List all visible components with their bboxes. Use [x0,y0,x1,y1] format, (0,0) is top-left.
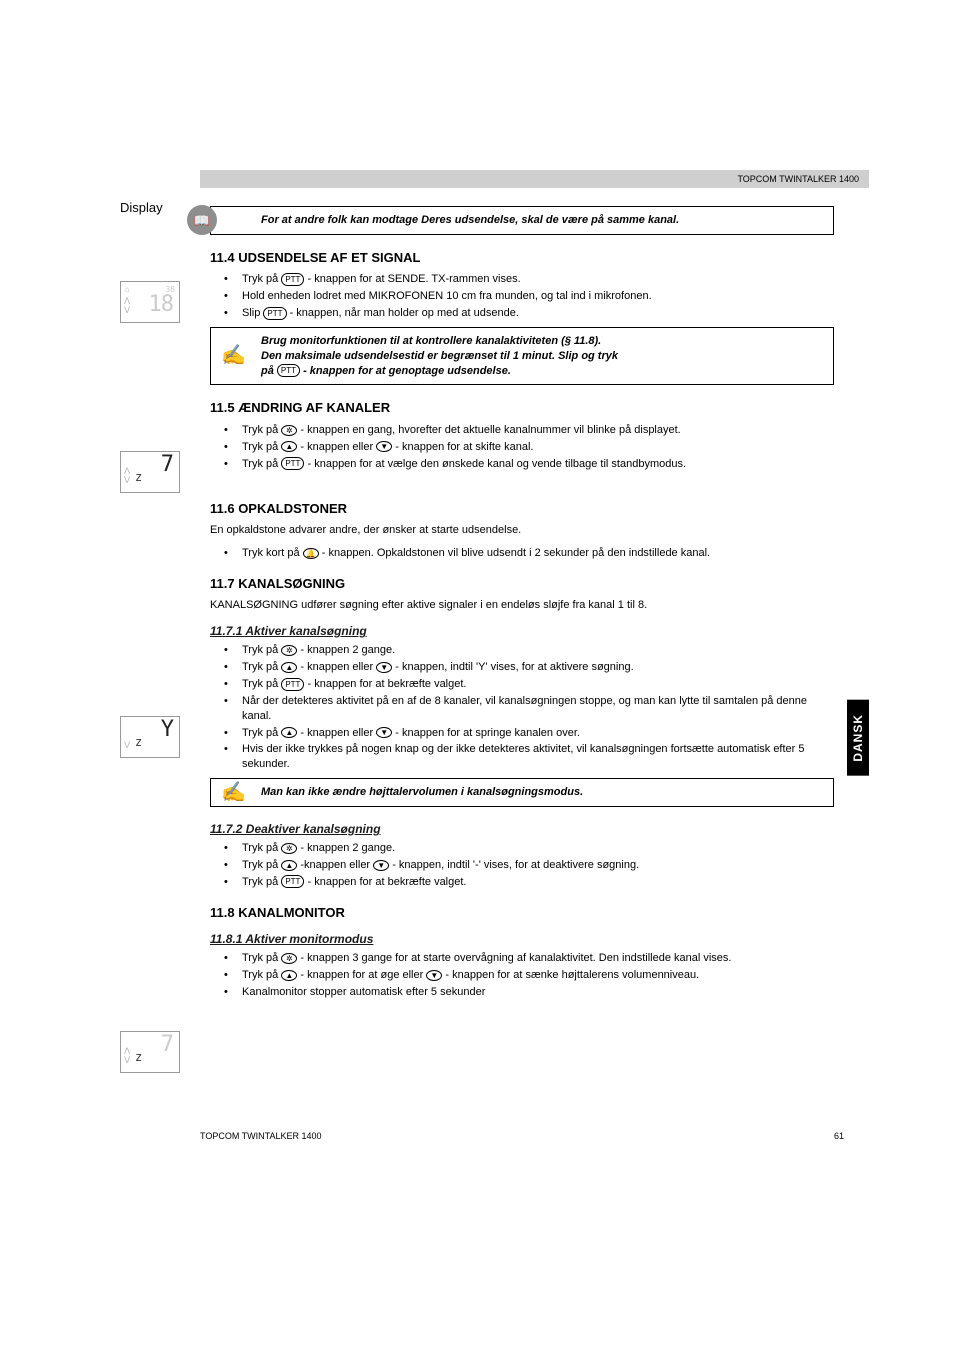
lcd3-letter: z [135,735,142,749]
section-11-5-list: Tryk på ✲ - knappen en gang, hvorefter d… [210,423,834,472]
list-item: Tryk på ✲ - knappen 2 gange. [224,643,834,658]
callout-volume: ✍ Man kan ikke ændre højttalervolumen i … [210,778,834,807]
info-icon: 📖 [187,205,217,235]
list-item: Tryk på PTT - knappen for at vælge den ø… [224,457,834,472]
section-11-7-intro: KANALSØGNING udfører søgning efter aktiv… [210,598,834,613]
list-item: Hold enheden lodret med MIKROFONEN 10 cm… [224,289,834,304]
lcd3-value: Y [125,720,175,740]
callout1-text: For at andre folk kan modtage Deres udse… [261,214,679,226]
ptt-button-icon: PTT [281,457,304,470]
up-button-icon: ▲ [281,662,297,673]
section-11-8-1-title: 11.8.1 Aktiver monitormodus [210,931,834,947]
page-footer: TOPCOM TWINTALKER 1400 61 [200,1131,844,1141]
section-11-7-2-title: 11.7.2 Deaktiver kanalsøgning [210,821,834,837]
section-11-4-title: 11.4 UDSENDELSE AF ET SIGNAL [210,249,834,267]
ptt-button-icon: PTT [281,273,304,286]
up-button-icon: ▲ [281,860,297,871]
section-11-7-1-list: Tryk på ✲ - knappen 2 gange. Tryk på ▲ -… [210,643,834,772]
menu-button-icon: ✲ [281,645,297,656]
list-item: Tryk på ▲ - knappen for at øge eller ▼ -… [224,968,834,983]
down-button-icon: ▼ [426,970,442,981]
list-item: Tryk på PTT - knappen for at bekræfte va… [224,677,834,692]
list-item: Tryk på ✲ - knappen 2 gange. [224,841,834,856]
lcd-display-2: ᐱᐯ z 7 [120,451,180,493]
menu-button-icon: ✲ [281,953,297,964]
callout3-text: Man kan ikke ændre højttalervolumen i ka… [261,786,583,798]
ptt-button-icon: PTT [281,678,304,691]
display-label: Display [120,200,192,215]
footer-page-number: 61 [834,1131,844,1141]
list-item: Tryk på PTT - knappen for at SENDE. TX-r… [224,272,834,287]
callout2-l2: Den maksimale udsendelsestid er begrænse… [261,350,618,362]
section-11-6-title: 11.6 OPKALDSTONER [210,500,834,518]
list-item: Tryk på ▲ -knappen eller ▼ - knappen, in… [224,858,834,873]
callout2-l3a: på [261,365,277,377]
ptt-button-icon: PTT [263,307,286,320]
menu-button-icon: ✲ [281,425,297,436]
ptt-button-icon: PTT [277,364,300,377]
callout2-l1: Brug monitorfunktionen til at kontroller… [261,335,601,347]
section-11-6-intro: En opkaldstone advarer andre, der ønsker… [210,523,834,538]
lcd-display-4: ᐱᐯ z 7 [120,1031,180,1073]
note-icon: ✍ [221,779,246,806]
list-item: Tryk på ▲ - knappen eller ▼ - knappen, i… [224,660,834,675]
list-item: Tryk på ▲ - knappen eller ▼ - knappen fo… [224,440,834,455]
section-11-5-title: 11.5 ÆNDRING AF KANALER [210,399,834,417]
footer-product: TOPCOM TWINTALKER 1400 [200,1131,322,1141]
lcd4-value: 7 [125,1035,175,1055]
list-item: Tryk på ✲ - knappen 3 gange for at start… [224,951,834,966]
section-11-7-1-title: 11.7.1 Aktiver kanalsøgning [210,623,834,639]
menu-button-icon: ✲ [281,843,297,854]
lcd1-value: 18 [125,295,175,315]
down-button-icon: ▼ [373,860,389,871]
list-item: Slip PTT - knappen, når man holder op me… [224,306,834,321]
list-item: Hvis der ikke trykkes på nogen knap og d… [224,742,834,772]
lcd2-value: 7 [125,455,175,475]
section-11-7-title: 11.7 KANALSØGNING [210,575,834,593]
header-bar: TOPCOM TWINTALKER 1400 [200,170,869,188]
list-item: Når der detekteres aktivitet på en af de… [224,694,834,724]
left-column: Display ⌂38 ᐱᐯ 18 ᐱᐯ z 7 ᐯ z Y ᐱᐯ [120,200,192,1091]
list-item: Tryk på ✲ - knappen en gang, hvorefter d… [224,423,834,438]
down-button-icon: ▼ [376,662,392,673]
lcd-display-1: ⌂38 ᐱᐯ 18 [120,281,180,323]
section-11-8-1-list: Tryk på ✲ - knappen 3 gange for at start… [210,951,834,1000]
main-content: 📖 For at andre folk kan modtage Deres ud… [210,200,834,1091]
call-button-icon: 🔔 [303,548,319,559]
down-button-icon: ▼ [376,727,392,738]
callout-same-channel: 📖 For at andre folk kan modtage Deres ud… [210,206,834,235]
callout-monitor: ✍ Brug monitorfunktionen til at kontroll… [210,327,834,386]
header-product: TOPCOM TWINTALKER 1400 [737,174,859,184]
ptt-button-icon: PTT [281,875,304,888]
list-item: Tryk kort på 🔔 - knappen. Opkaldstonen v… [224,546,834,561]
up-button-icon: ▲ [281,727,297,738]
up-button-icon: ▲ [281,970,297,981]
callout2-l3b: - knappen for at genoptage udsendelse. [300,365,511,377]
section-11-8-title: 11.8 KANALMONITOR [210,904,834,922]
lcd-display-3: ᐯ z Y [120,716,180,758]
up-button-icon: ▲ [281,441,297,452]
down-button-icon: ▼ [376,441,392,452]
section-11-4-list: Tryk på PTT - knappen for at SENDE. TX-r… [210,272,834,321]
section-11-7-2-list: Tryk på ✲ - knappen 2 gange. Tryk på ▲ -… [210,841,834,890]
note-icon: ✍ [221,343,246,370]
language-tab: DANSK [847,700,869,776]
list-item: Tryk på PTT - knappen for at bekræfte va… [224,875,834,890]
list-item: Kanalmonitor stopper automatisk efter 5 … [224,985,834,1000]
list-item: Tryk på ▲ - knappen eller ▼ - knappen fo… [224,726,834,741]
section-11-6-list: Tryk kort på 🔔 - knappen. Opkaldstonen v… [210,546,834,561]
